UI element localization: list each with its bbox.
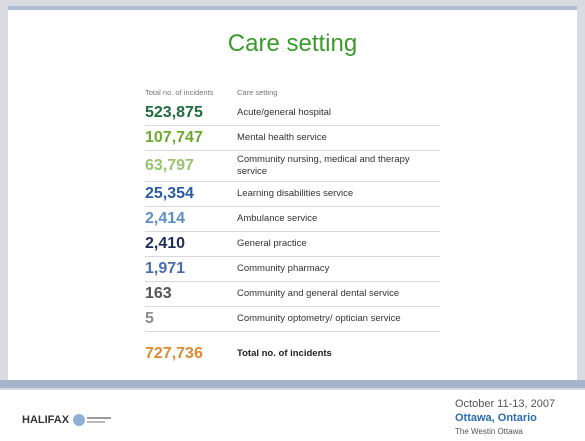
logo: HALIFAX <box>22 413 112 427</box>
logo-mark <box>73 414 112 426</box>
care-setting: General practice <box>237 238 307 249</box>
incident-count: 2,414 <box>145 210 186 227</box>
dates: October 11-13, 2007 <box>455 398 556 410</box>
city: Ottawa, Ontario <box>455 412 537 424</box>
table-row: 63,797 Community nursing, medical and the… <box>145 151 440 182</box>
care-setting: Community optometry/ optician service <box>237 313 401 324</box>
table-row: 107,747 Mental health service <box>145 126 440 151</box>
care-setting: Community nursing, medical and therapy s… <box>237 154 410 177</box>
care-setting: Acute/general hospital <box>237 107 332 118</box>
table: 523,875 Acute/general hospital 107,747 Ment… <box>145 101 440 366</box>
column-header: Total no. of incidents <box>145 88 214 97</box>
incident-count: 107,747 <box>145 129 203 146</box>
care-setting: Community pharmacy <box>237 263 330 274</box>
care-setting: Ambulance service <box>237 213 318 224</box>
venue: The Westin Ottawa <box>455 427 523 436</box>
table-row: 5 Community optometry/ optician service <box>145 307 440 332</box>
column-header: Care setting <box>237 88 278 97</box>
title: Care setting <box>227 30 358 57</box>
incident-count: 523,875 <box>145 104 203 121</box>
incident-count: 727,736 <box>145 345 203 362</box>
incident-count: 2,410 <box>145 235 186 252</box>
bottom-stripe <box>0 380 585 388</box>
table-row: 25,354 Learning disabilities service <box>145 182 440 207</box>
care-setting: Total no. of incidents <box>237 348 332 359</box>
table-row: 2,414 Ambulance service <box>145 207 440 232</box>
table-row: 163 Community and general dental service <box>145 282 440 307</box>
incident-count: 163 <box>145 285 172 302</box>
care-setting: Mental health service <box>237 132 327 143</box>
panel <box>8 6 577 380</box>
table-row: 1,971 Community pharmacy <box>145 257 440 282</box>
incident-count: 25,354 <box>145 185 194 202</box>
incident-count: 1,971 <box>145 260 186 277</box>
table-row: 727,736 Total no. of incidents <box>145 342 440 366</box>
care-setting: Community and general dental service <box>237 288 400 299</box>
logo-text: HALIFAX <box>22 414 70 426</box>
table-row: 523,875 Acute/general hospital <box>145 101 440 126</box>
incident-count: 63,797 <box>145 157 194 174</box>
table-row: 2,410 General practice <box>145 232 440 257</box>
care-setting: Learning disabilities service <box>237 188 354 199</box>
incident-count: 5 <box>145 310 154 327</box>
top-stripe <box>8 6 577 10</box>
